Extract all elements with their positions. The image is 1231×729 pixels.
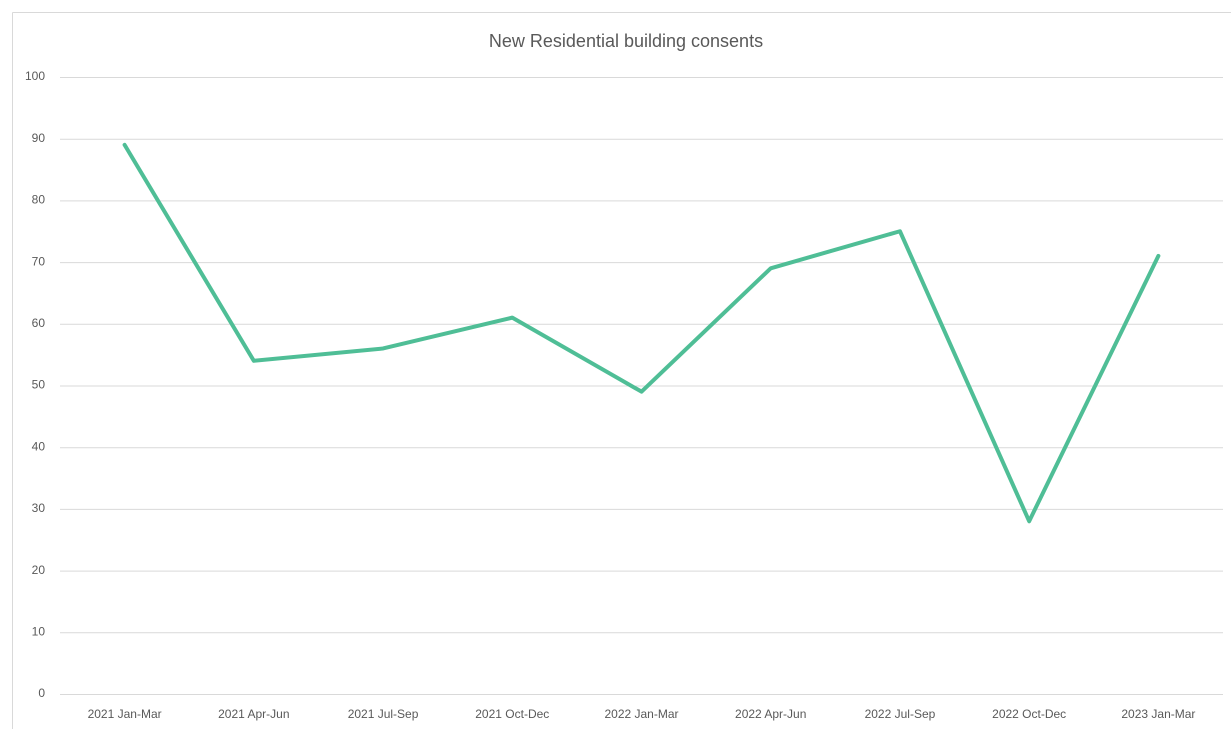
x-tick-label: 2021 Oct-Dec xyxy=(475,707,549,721)
y-tick-label: 40 xyxy=(32,439,46,453)
y-tick-label: 0 xyxy=(38,686,45,700)
x-tick-label: 2022 Jan-Mar xyxy=(604,707,678,721)
chart-title: New Residential building consents xyxy=(489,31,763,51)
x-tick-label: 2022 Oct-Dec xyxy=(992,707,1066,721)
y-tick-label: 80 xyxy=(32,193,46,207)
y-tick-label: 90 xyxy=(32,131,46,145)
y-tick-label: 20 xyxy=(32,563,46,577)
y-tick-label: 10 xyxy=(32,624,46,638)
x-tick-label: 2021 Jan-Mar xyxy=(88,707,162,721)
y-tick-label: 100 xyxy=(25,69,45,83)
y-tick-label: 50 xyxy=(32,378,46,392)
x-tick-label: 2022 Apr-Jun xyxy=(735,707,806,721)
data-line xyxy=(122,142,1161,524)
x-tick-label: 2022 Jul-Sep xyxy=(865,707,936,721)
y-tick-label: 70 xyxy=(32,254,46,268)
x-tick-label: 2023 Jan-Mar xyxy=(1121,707,1195,721)
x-tick-label: 2021 Jul-Sep xyxy=(348,707,419,721)
x-tick-label: 2021 Apr-Jun xyxy=(218,707,289,721)
y-tick-label: 60 xyxy=(32,316,46,330)
y-tick-label: 30 xyxy=(32,501,46,515)
